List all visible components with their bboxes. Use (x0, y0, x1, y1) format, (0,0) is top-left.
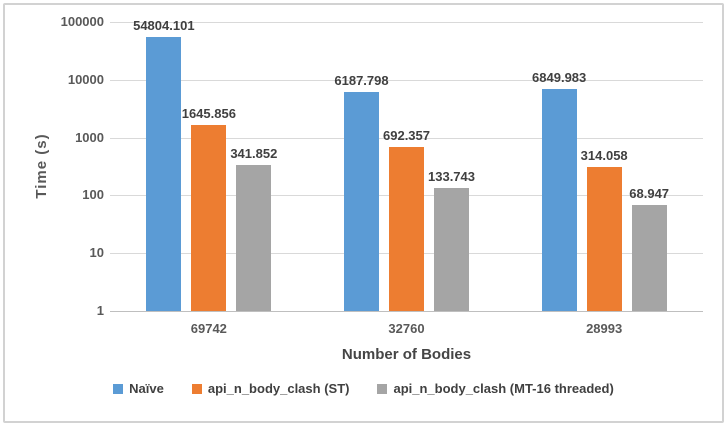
x-axis-line (110, 311, 703, 312)
y-tick-label: 10000 (67, 71, 104, 87)
y-tick-label: 1 (96, 303, 104, 318)
gridline (110, 22, 703, 23)
data-label: 6187.798 (334, 72, 389, 88)
bar-naive (344, 91, 379, 311)
bar-st (389, 146, 424, 311)
y-tick-label: 1000 (75, 129, 104, 145)
legend-item: api_n_body_clash (MT-16 threaded) (377, 381, 614, 396)
x-tick-label: 69742 (190, 321, 227, 336)
y-tick-label: 100 (82, 187, 104, 203)
bar-st (191, 125, 227, 311)
data-label: 692.357 (383, 127, 430, 143)
y-axis-title: Time (s) (33, 133, 50, 199)
x-axis-title: Number of Bodies (341, 346, 472, 363)
bar-mt (236, 164, 272, 311)
bar-mt (631, 204, 667, 311)
x-tick-label: 32760 (388, 321, 425, 336)
bar-mt (434, 188, 469, 311)
y-tick-label: 10 (89, 245, 104, 261)
gridline (110, 79, 703, 81)
legend-swatch-icon (377, 383, 388, 394)
data-label: 341.852 (230, 145, 278, 161)
data-label: 6849.983 (532, 70, 587, 86)
legend-label: api_n_body_clash (MT-16 threaded) (393, 381, 614, 396)
gridline (110, 137, 703, 139)
y-tick-label: 100000 (60, 14, 104, 29)
legend-item: api_n_body_clash (ST) (191, 381, 350, 396)
bar-naive (541, 89, 577, 311)
data-label: 133.743 (428, 169, 475, 185)
data-label: 1645.856 (181, 106, 236, 122)
bar-st (586, 166, 622, 311)
legend-item: Naïve (113, 381, 164, 396)
data-label: 54804.101 (133, 18, 195, 34)
legend: Naïve api_n_body_clash (ST) api_n_body_cla… (0, 381, 727, 396)
legend-label: Naïve (129, 381, 164, 396)
legend-swatch-icon (191, 383, 202, 394)
legend-swatch-icon (113, 383, 124, 394)
data-label: 314.058 (580, 147, 628, 163)
bar-naive (146, 37, 182, 311)
x-tick-label: 28993 (586, 321, 623, 336)
legend-label: api_n_body_clash (ST) (207, 381, 350, 396)
data-label: 68.947 (629, 185, 670, 201)
